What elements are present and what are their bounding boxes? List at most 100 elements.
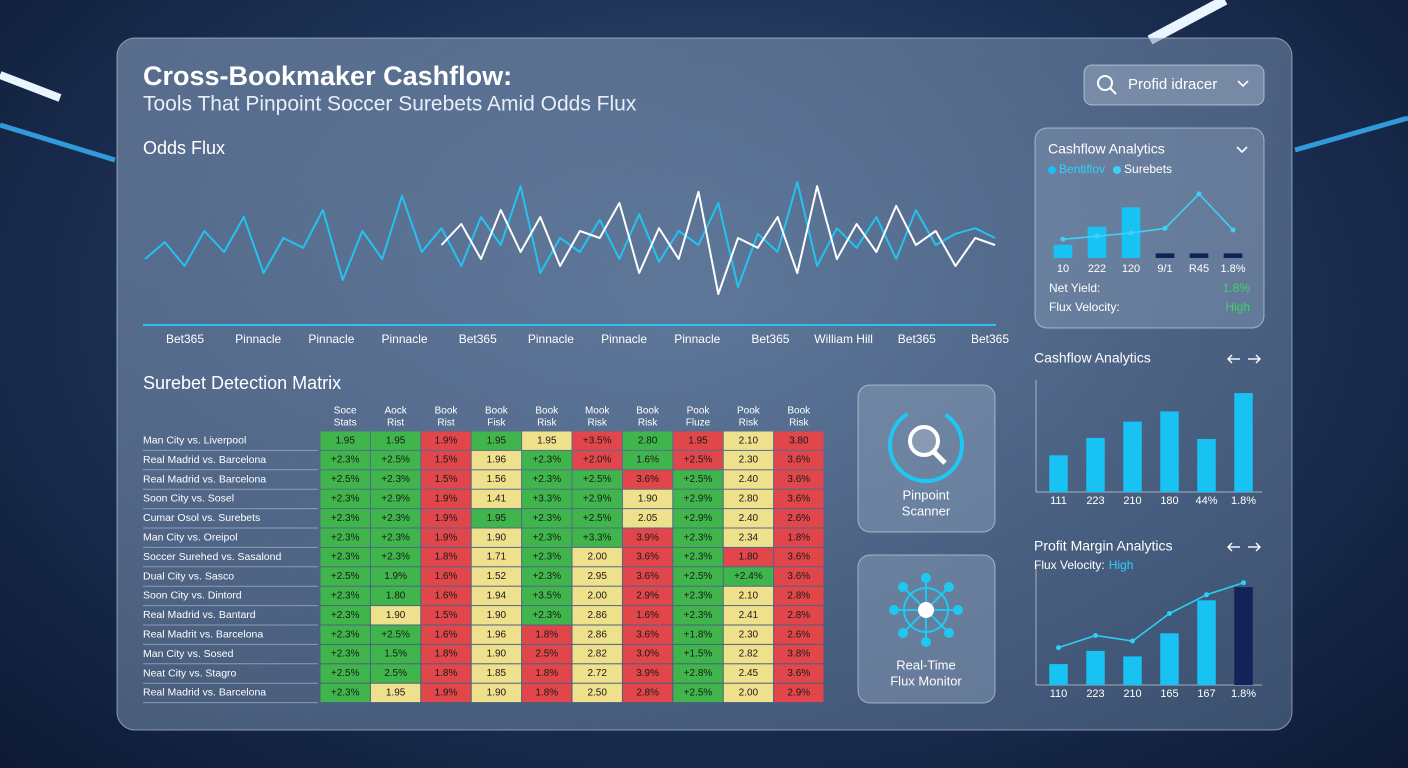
cell-value: 1.96 [487,629,507,640]
matrix-cell [673,683,723,703]
matrix-cell [723,509,774,528]
cell-value: +2.9% [684,494,713,505]
x-tick-label: Pinnacle [601,332,647,346]
dropdown[interactable] [1083,64,1265,106]
cell-value: 1.90 [487,532,507,543]
x-tick-label: 111 [1050,495,1067,507]
cell-value: 2.8% [787,591,810,602]
matrix-cell [723,606,774,625]
x-tick-label: 9/1 [1157,263,1172,275]
cell-value: 2.10 [739,435,759,446]
column-header: Mook [585,406,610,417]
matrix-cell [471,509,522,528]
magnifier [908,425,940,457]
cell-value: 2.86 [587,629,607,640]
pager-arrows[interactable] [1227,354,1261,552]
x-tick-label: 110 [1050,688,1068,700]
cell-value: 2.8% [636,688,659,699]
cell-value: 1.9% [435,688,458,699]
x-tick-label: Bet365 [971,332,1009,346]
tool-label: Flux Monitor [890,673,962,688]
panel-subtitle: Flux Velocity: [1034,558,1105,572]
matrix-cell [774,664,824,683]
trend-point [1130,638,1135,644]
matrix-cell [471,606,522,625]
x-tick-label: Bet365 [166,332,204,346]
cell-value: 2.82 [587,649,607,660]
cell-value: +2.3% [532,552,561,563]
cell-value: 2.9% [787,688,810,699]
neon-light [0,122,116,163]
analytics-card [1034,127,1265,329]
cell-value: +2.0% [583,455,612,466]
cell-value: +2.8% [684,668,713,679]
column-header: Soce [334,406,357,417]
matrix-cell [522,567,572,586]
matrix-cell [471,431,522,450]
chevron[interactable] [1236,146,1248,154]
matrix-cell [320,664,370,683]
matrix-cell [572,547,622,567]
trend-line [1062,193,1234,241]
matrix-cell [320,528,370,547]
bar [1160,411,1179,492]
cell-value: 1.56 [487,474,507,485]
matrix-cell [572,644,622,664]
column-header: Book [485,406,509,417]
matrix-cell [673,509,723,528]
column-header: Risk [638,418,658,429]
matrix-cell [673,606,723,625]
matrix-cell [622,450,673,470]
matrix-cell [471,567,522,586]
matrix-cell [522,664,572,683]
matrix-cell [673,431,723,450]
x-tick-label: 44% [1195,495,1217,507]
cell-value: +2.3% [684,610,713,621]
matrix-cell [774,625,824,644]
x-tick-label: William Hill [814,332,873,346]
matrix-cell [370,606,421,625]
match-label: Real Madrid vs. Bantard [143,609,256,621]
pinpoint-scanner-button[interactable] [857,384,996,533]
cell-value: 2.80 [739,494,759,505]
neon-light [1294,115,1408,153]
x-tick-label: R45 [1189,263,1209,275]
x-tick-label: Pinnacle [235,332,281,346]
matrix-cell [320,470,370,489]
cell-value: 2.00 [587,591,607,602]
matrix-cell [471,489,522,509]
matrix-cell [370,683,421,703]
matrix-cell [774,470,824,489]
search-icon [1097,75,1113,91]
matrix-cell [421,528,471,547]
x-tick-label: 180 [1160,495,1178,507]
cell-value: 1.71 [487,552,507,563]
matrix-cell [572,489,622,509]
matrix-cell [522,644,572,664]
matrix-cell [370,431,421,450]
matrix-cell [421,509,471,528]
match-label: Soon City vs. Sosel [143,493,234,505]
matrix-cell [723,664,774,683]
cell-value: +2.5% [381,629,410,640]
trend-line [1058,581,1244,649]
match-label: Real Madrid vs. Barcelona [143,473,266,485]
column-header: Risk [739,418,759,429]
cell-value: 2.82 [739,649,759,660]
matrix-cell [471,470,522,489]
cell-value: 2.6% [787,629,810,640]
cell-value: 1.94 [487,591,507,602]
matrix-cell [320,489,370,509]
panel-title: Profit Margin Analytics [1034,538,1173,554]
matrix-cell [774,509,824,528]
cell-value: +2.4% [734,571,763,582]
network-icon [889,573,963,647]
matrix-cell [421,586,471,606]
matrix-cell [622,489,673,509]
matrix-cell [421,470,471,489]
trend-point [1162,225,1168,231]
column-header: Book [535,406,559,417]
cell-value: 1.9% [435,532,458,543]
x-tick-label: 1.8% [1231,688,1256,700]
